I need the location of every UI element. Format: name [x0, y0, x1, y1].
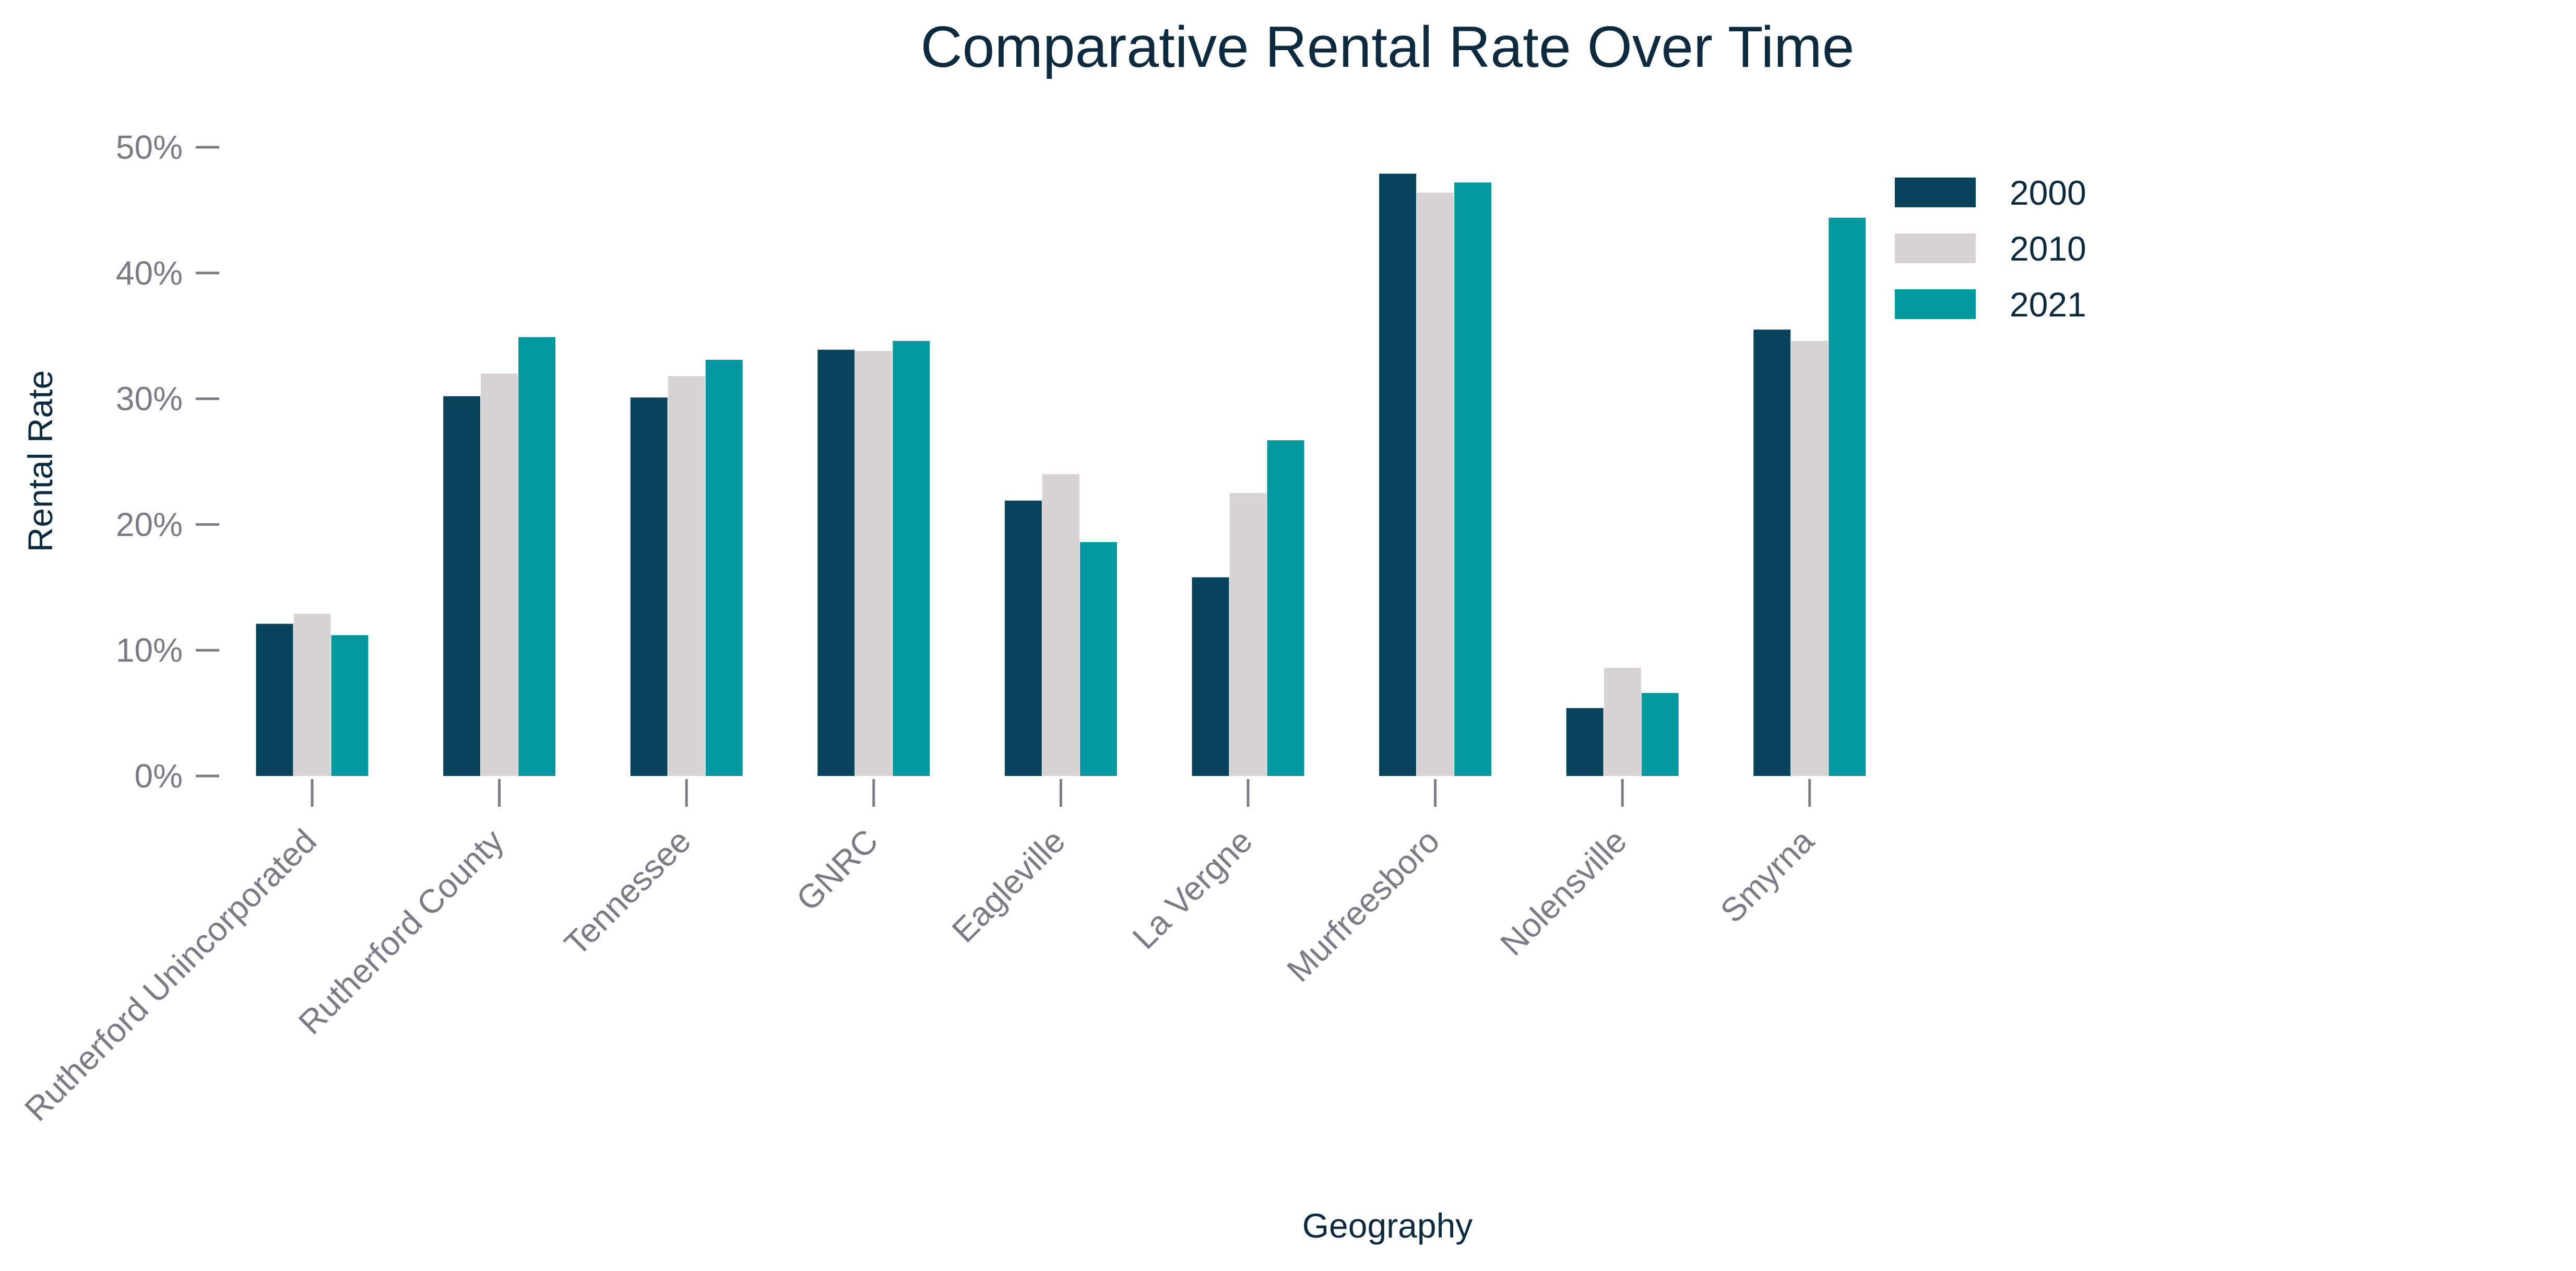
bar — [518, 337, 556, 776]
y-tick-label: 20% — [116, 505, 183, 543]
bar — [1454, 182, 1492, 776]
bar — [1566, 708, 1604, 776]
x-tick-label: Tennessee — [557, 822, 698, 963]
legend-label: 2000 — [2010, 173, 2086, 212]
bar — [1192, 577, 1229, 776]
bar — [1267, 440, 1304, 776]
bar — [668, 376, 705, 776]
bar — [443, 396, 481, 776]
x-tick-label: Rutherford County — [291, 822, 511, 1042]
legend-label: 2021 — [2010, 285, 2086, 324]
y-tick-label: 30% — [116, 380, 183, 418]
y-tick-label: 50% — [116, 128, 183, 166]
bar — [893, 340, 930, 776]
bar — [1004, 500, 1042, 776]
bar — [817, 349, 855, 776]
x-tick-label: Smyrna — [1713, 822, 1821, 930]
legend-swatch — [1895, 289, 1976, 319]
y-axis: 0% 10% 20% 30% 40% 50% — [116, 128, 219, 795]
bars — [256, 173, 1866, 776]
bar — [1753, 329, 1791, 776]
legend-label: 2010 — [2010, 229, 2086, 268]
y-axis-label: Rental Rate — [21, 370, 60, 552]
bar — [256, 623, 293, 776]
x-tick-label: Murfreesboro — [1279, 822, 1446, 989]
x-tick-label: La Vergne — [1125, 822, 1260, 956]
legend-swatch — [1895, 233, 1976, 263]
bar — [1417, 192, 1454, 776]
bar — [1829, 217, 1866, 776]
legend: 2000 2010 2021 — [1895, 173, 2086, 324]
bar — [630, 397, 668, 776]
bar — [331, 635, 369, 776]
bar — [705, 359, 743, 776]
bar — [1791, 340, 1829, 776]
bar — [1379, 173, 1417, 776]
bar — [1042, 474, 1079, 776]
y-tick-label: 40% — [116, 254, 183, 292]
x-tick-label: Eagleville — [945, 822, 1073, 950]
bar — [855, 351, 893, 776]
x-tick-label: Nolensville — [1493, 822, 1634, 963]
bar — [1229, 493, 1267, 776]
bar — [481, 373, 518, 776]
x-axis-label: Geography — [1302, 1206, 1473, 1245]
x-tick-label: Rutherford Unincorporated — [17, 822, 324, 1128]
bar — [293, 614, 331, 776]
bar — [1079, 542, 1117, 776]
bar — [1604, 667, 1641, 776]
legend-swatch — [1895, 178, 1976, 207]
bar — [1641, 693, 1679, 776]
x-tick-label: GNRC — [789, 822, 885, 918]
y-tick-label: 10% — [116, 631, 183, 669]
y-tick-label: 0% — [135, 757, 183, 795]
chart-title: Comparative Rental Rate Over Time — [920, 15, 1854, 79]
